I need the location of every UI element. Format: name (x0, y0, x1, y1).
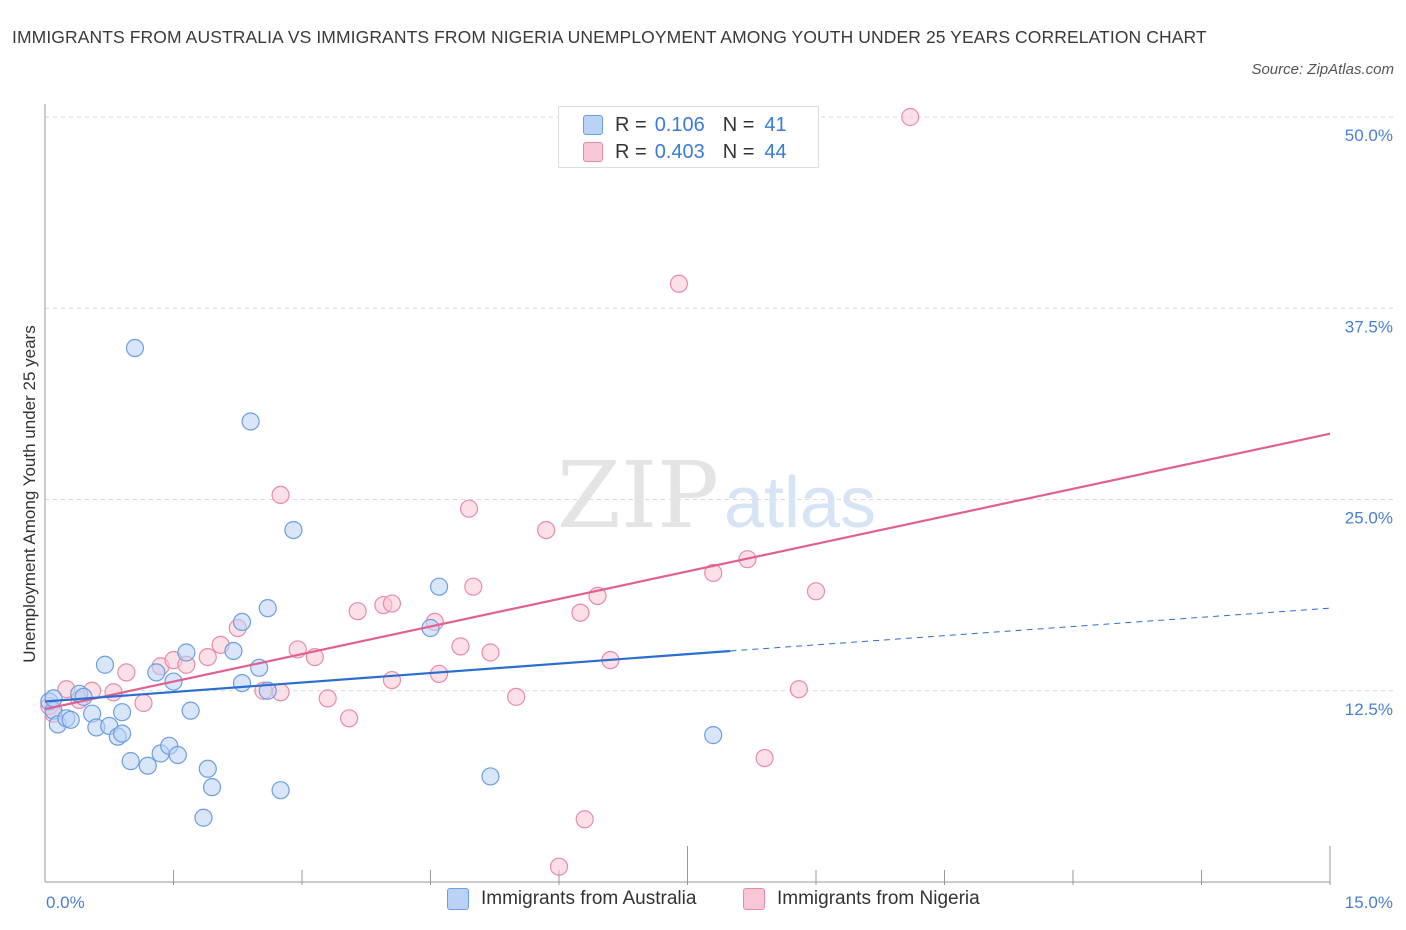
australia-point (112, 724, 132, 743)
nigeria-point (549, 857, 569, 876)
nigeria-point (117, 663, 136, 682)
australia-point (704, 726, 723, 745)
nigeria-point (806, 582, 826, 601)
legend-label-nigeria: Immigrants from Nigeria (777, 888, 980, 909)
nigeria-point (451, 637, 470, 656)
legend-r-label: R = (615, 140, 647, 163)
legend-n-value: 44 (764, 140, 787, 163)
australia-point (271, 781, 290, 800)
legend-item-nigeria[interactable]: Immigrants from Nigeria (743, 888, 980, 910)
australia-trend-extension (730, 607, 1331, 652)
stats-legend: R = 0.106 N = 41 R = 0.403 N = 44 (558, 106, 819, 168)
nigeria-point (575, 810, 594, 829)
australia-point (224, 641, 243, 661)
legend-r-value: 0.403 (654, 140, 705, 163)
nigeria-legend-swatch (743, 888, 765, 910)
australia-point (61, 710, 80, 729)
y-tick-label: 37.5% (1345, 317, 1393, 336)
y-tick-label: 12.5% (1345, 700, 1393, 719)
australia-point (284, 520, 303, 540)
australia-point (194, 808, 213, 827)
nigeria-point (481, 643, 500, 662)
australia-point (481, 767, 500, 786)
australia-point (168, 745, 187, 765)
legend-row-nigeria: R = 0.403 N = 44 (583, 139, 787, 165)
nigeria-point (537, 520, 556, 540)
australia-point (258, 681, 277, 700)
nigeria-point (382, 594, 402, 613)
legend-row-australia: R = 0.106 N = 41 (583, 112, 787, 138)
australia-point (202, 778, 222, 797)
source-credit: Source: ZipAtlas.com (1251, 61, 1394, 78)
legend-n-label: N = (722, 140, 755, 163)
australia-point (258, 599, 277, 618)
australia-legend-swatch (447, 888, 469, 910)
y-tick-label: 25.0% (1345, 509, 1393, 528)
nigeria-point (755, 748, 774, 768)
nigeria-point (318, 689, 337, 708)
australia-point (232, 673, 252, 693)
nigeria-point (271, 485, 290, 505)
x-tick-label: 15.0% (1345, 893, 1393, 912)
australia-point (429, 577, 449, 596)
nigeria-point (789, 680, 808, 699)
nigeria-point (464, 577, 483, 596)
australia-point (95, 655, 115, 674)
nigeria-point (571, 603, 590, 622)
y-tick-label: 50.0% (1345, 126, 1393, 145)
watermark-atlas: atlas (724, 463, 876, 543)
australia-point (44, 689, 63, 708)
chart-title: IMMIGRANTS FROM AUSTRALIA VS IMMIGRANTS … (12, 27, 1207, 47)
australia-trend-line (44, 649, 731, 703)
australia-point (138, 756, 157, 775)
australia-point (232, 612, 252, 632)
australia-point (112, 703, 132, 722)
nigeria-swatch (583, 142, 603, 162)
series-legend: Immigrants from Australia Immigrants fro… (0, 888, 1406, 916)
nigeria-point (134, 693, 153, 713)
legend-n-label: N = (722, 113, 755, 136)
australia-point (177, 643, 196, 662)
x-tick-label: 0.0% (46, 893, 85, 912)
nigeria-point (382, 670, 402, 690)
nigeria-point (459, 499, 479, 518)
australia-point (241, 412, 260, 431)
nigeria-trend-line (44, 432, 1331, 711)
australia-point (125, 338, 145, 358)
legend-r-label: R = (615, 113, 647, 136)
tick-labels: 12.5% 25.0% 37.5% 50.0% 0.0% 15.0% (46, 126, 1393, 912)
australia-point (121, 752, 140, 771)
australia-point (198, 759, 217, 778)
watermark: ZIP atlas (557, 442, 876, 549)
watermark-zip: ZIP (557, 442, 719, 549)
nigeria-point (198, 647, 217, 667)
australia-swatch (583, 115, 603, 135)
nigeria-point (348, 602, 367, 621)
legend-r-value: 0.106 (654, 113, 705, 136)
legend-label-australia: Immigrants from Australia (481, 888, 697, 909)
trend-lines (44, 432, 1331, 711)
nigeria-point (507, 687, 526, 706)
nigeria-point (340, 709, 359, 728)
y-axis-title: Unemployment Among Youth under 25 years (20, 325, 39, 662)
nigeria-point (901, 107, 920, 127)
australia-point (181, 701, 200, 720)
grid-lines (45, 116, 1395, 692)
nigeria-point (704, 563, 723, 583)
australia-point (147, 663, 166, 682)
legend-item-australia[interactable]: Immigrants from Australia (447, 888, 696, 910)
series-australia-points (40, 338, 723, 827)
nigeria-point (669, 274, 689, 293)
legend-n-value: 41 (764, 113, 787, 136)
